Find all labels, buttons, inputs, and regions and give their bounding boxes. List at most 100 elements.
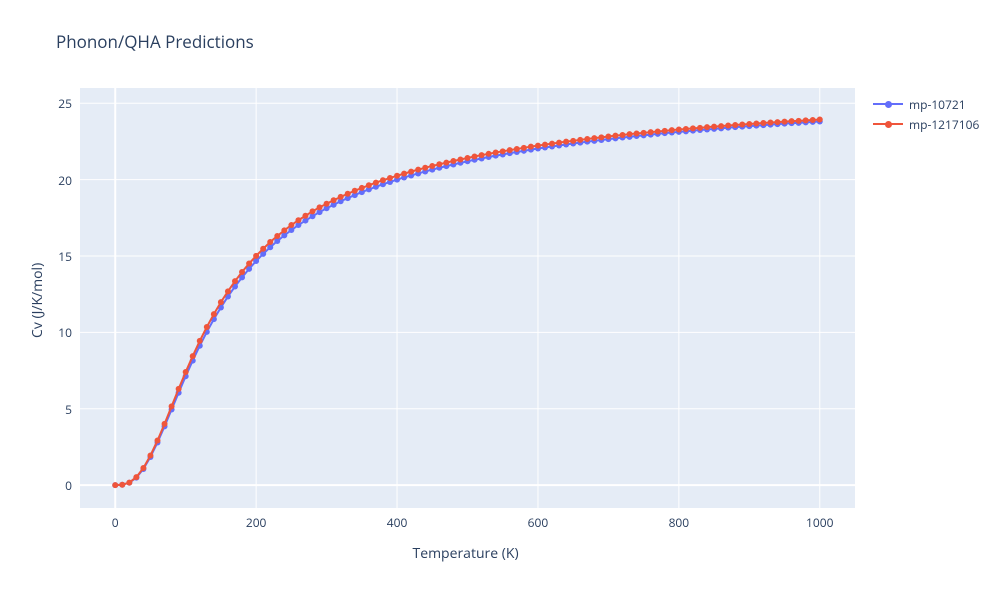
series-marker-s2 [620, 132, 626, 138]
x-tick-label: 800 [659, 514, 699, 531]
x-axis-label: Temperature (K) [413, 544, 519, 563]
series-marker-s2 [345, 191, 351, 197]
series-marker-s2 [176, 386, 182, 392]
series-marker-s2 [676, 127, 682, 133]
series-marker-s2 [324, 201, 330, 207]
series-marker-s2 [697, 125, 703, 131]
series-marker-s2 [634, 131, 640, 137]
y-tick-label: 5 [42, 401, 72, 418]
series-marker-s2 [641, 130, 647, 136]
series-marker-s2 [387, 175, 393, 181]
series-marker-s2 [267, 239, 273, 245]
series-marker-s2 [789, 118, 795, 124]
series-marker-s2 [274, 233, 280, 239]
series-marker-s2 [493, 149, 499, 155]
legend-item-s2[interactable]: mp-1217106 [873, 114, 979, 134]
series-marker-s2 [443, 160, 449, 166]
legend-item-s1[interactable]: mp-10721 [873, 94, 979, 114]
series-marker-s2 [366, 182, 372, 188]
series-marker-s2 [465, 155, 471, 161]
series-marker-s2 [655, 129, 661, 135]
series-marker-s2 [472, 153, 478, 159]
series-marker-s2 [782, 119, 788, 125]
series-marker-s2 [422, 165, 428, 171]
series-marker-s2 [119, 482, 125, 488]
series-marker-s2 [760, 120, 766, 126]
series-marker-s2 [598, 134, 604, 140]
series-marker-s2 [295, 217, 301, 223]
series-marker-s2 [352, 188, 358, 194]
series-marker-s2 [450, 158, 456, 164]
series-marker-s2 [302, 213, 308, 219]
series-marker-s2 [457, 156, 463, 162]
series-marker-s2 [810, 117, 816, 123]
series-marker-s2 [753, 121, 759, 127]
series-marker-s2 [549, 141, 555, 147]
x-tick-label: 0 [95, 514, 135, 531]
series-marker-s2 [232, 278, 238, 284]
series-marker-s2 [479, 152, 485, 158]
series-marker-s2 [612, 133, 618, 139]
legend-swatch-icon [873, 98, 903, 110]
series-marker-s2 [183, 369, 189, 375]
series-marker-s2 [486, 151, 492, 157]
series-marker-s2 [288, 222, 294, 228]
series-marker-s2 [542, 142, 548, 148]
series-marker-s2 [627, 131, 633, 137]
series-marker-s2 [817, 117, 823, 123]
series-marker-s2 [281, 227, 287, 233]
series-marker-s2 [246, 261, 252, 267]
series-marker-s2 [796, 118, 802, 124]
series-marker-s2 [225, 288, 231, 294]
series-marker-s2 [563, 139, 569, 145]
x-tick-label: 600 [518, 514, 558, 531]
series-marker-s2 [591, 135, 597, 141]
series-marker-s2 [415, 167, 421, 173]
series-marker-s2 [380, 177, 386, 183]
series-marker-s2 [147, 452, 153, 458]
series-marker-s2 [507, 147, 513, 153]
series-marker-s2 [669, 127, 675, 133]
legend-swatch-icon [873, 118, 903, 130]
series-marker-s2 [190, 353, 196, 359]
series-marker-s2 [605, 133, 611, 139]
series-marker-s2 [126, 480, 132, 486]
series-marker-s2 [775, 119, 781, 125]
series-marker-s2 [739, 122, 745, 128]
x-tick-label: 400 [377, 514, 417, 531]
series-marker-s2 [570, 138, 576, 144]
legend-label: mp-1217106 [909, 116, 979, 133]
series-marker-s2 [732, 122, 738, 128]
series-marker-s2 [718, 123, 724, 129]
series-marker-s2 [704, 124, 710, 130]
legend: mp-10721 mp-1217106 [873, 94, 979, 134]
y-tick-label: 15 [42, 248, 72, 265]
y-tick-label: 10 [42, 324, 72, 341]
series-marker-s2 [155, 437, 161, 443]
series-marker-s2 [683, 126, 689, 132]
x-tick-label: 1000 [800, 514, 840, 531]
series-marker-s2 [112, 482, 118, 488]
chart-title: Phonon/QHA Predictions [56, 30, 254, 53]
series-marker-s2 [169, 403, 175, 409]
series-marker-s2 [394, 173, 400, 179]
series-marker-s2 [133, 474, 139, 480]
series-marker-s2 [218, 299, 224, 305]
series-marker-s2 [331, 197, 337, 203]
series-marker-s2 [310, 208, 316, 214]
x-tick-label: 200 [236, 514, 276, 531]
series-marker-s2 [767, 120, 773, 126]
y-tick-label: 20 [42, 172, 72, 189]
series-marker-s2 [746, 121, 752, 127]
series-marker-s2 [408, 169, 414, 175]
series-marker-s2 [140, 465, 146, 471]
series-marker-s2 [500, 148, 506, 154]
series-marker-s2 [338, 194, 344, 200]
series-marker-s2 [373, 180, 379, 186]
series-marker-s2 [521, 145, 527, 151]
series-marker-s2 [253, 253, 259, 259]
series-marker-s2 [211, 311, 217, 317]
series-marker-s2 [401, 171, 407, 177]
legend-label: mp-10721 [909, 96, 966, 113]
series-marker-s2 [528, 144, 534, 150]
